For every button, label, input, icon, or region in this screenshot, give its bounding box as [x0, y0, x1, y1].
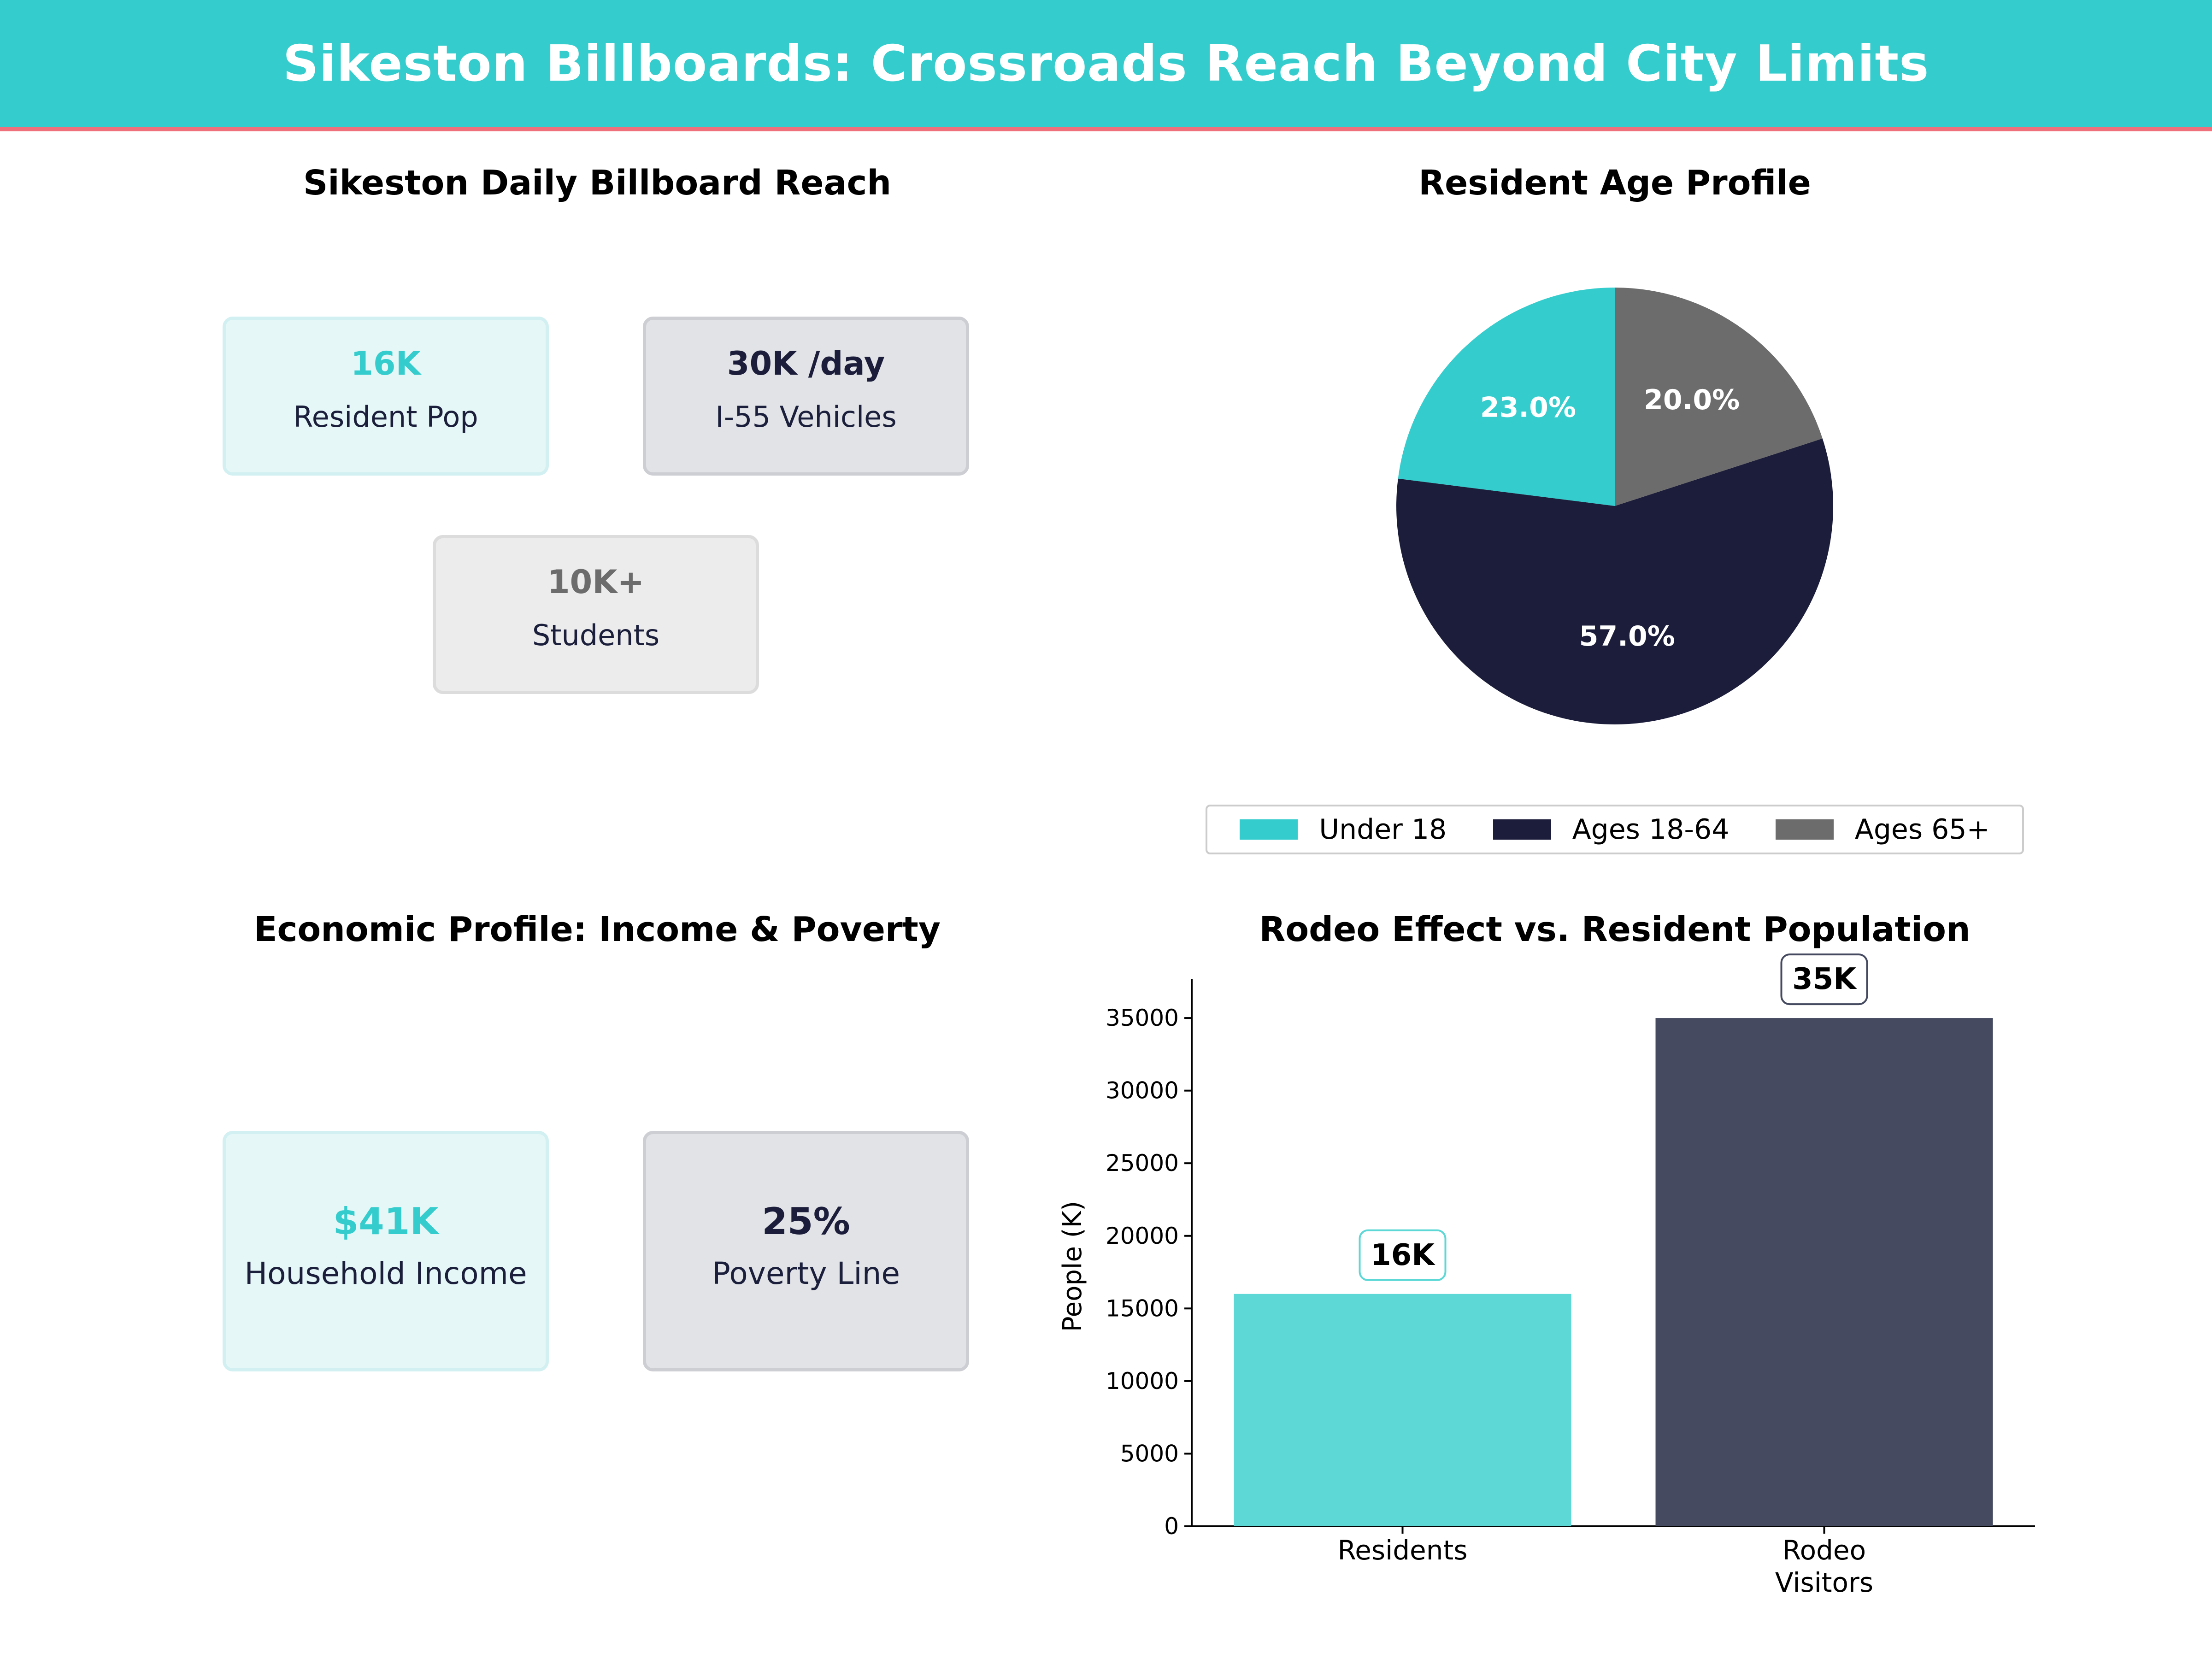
legend-swatch — [1775, 819, 1834, 840]
y-tick-label: 20000 — [1106, 1223, 1179, 1249]
kpi-card-household-income: $41K Household Income — [223, 1131, 549, 1371]
pie-slice-label: 20.0% — [1644, 384, 1740, 416]
legend-swatch — [1493, 819, 1551, 840]
kpi-card-students: 10K+ Students — [433, 535, 759, 694]
value-label-box — [1359, 1229, 1447, 1281]
reach-panel-title: Sikeston Daily Billboard Reach — [303, 163, 891, 203]
legend-item-ages-65-plus: Ages 65+ — [1775, 813, 1990, 846]
value-label-box — [1780, 953, 1868, 1006]
pie-legend: Under 18 Ages 18-64 Ages 65+ — [1206, 805, 2024, 854]
kpi-value: 10K+ — [547, 563, 645, 601]
pie-slice-ages-65- — [1615, 288, 1823, 506]
legend-label: Ages 65+ — [1854, 813, 1990, 846]
header-accent-line — [0, 127, 2212, 131]
economic-panel-title: Economic Profile: Income & Poverty — [253, 910, 941, 949]
kpi-label: I-55 Vehicles — [715, 400, 897, 434]
header-banner: Sikeston Billboards: Crossroads Reach Be… — [0, 0, 2212, 127]
x-tick-label: Rodeo Visitors — [1775, 1535, 1873, 1598]
kpi-label: Poverty Line — [712, 1256, 900, 1291]
pie-chart-title: Resident Age Profile — [1418, 163, 1811, 203]
pie-slice-under-18 — [1398, 288, 1615, 506]
y-tick-label: 15000 — [1106, 1295, 1179, 1322]
y-tick-label: 10000 — [1106, 1368, 1179, 1394]
kpi-card-poverty-line: 25% Poverty Line — [643, 1131, 969, 1371]
kpi-value: 16K — [351, 345, 421, 382]
y-tick-label: 25000 — [1106, 1150, 1179, 1177]
kpi-label: Resident Pop — [293, 400, 478, 434]
kpi-value: 30K /day — [727, 345, 885, 382]
y-tick-label: 5000 — [1120, 1440, 1179, 1467]
legend-item-under-18: Under 18 — [1240, 813, 1447, 846]
legend-swatch — [1240, 819, 1298, 840]
pie-slice-label: 23.0% — [1480, 392, 1576, 424]
y-tick-label: 0 — [1164, 1513, 1179, 1540]
kpi-label: Students — [532, 618, 660, 652]
y-tick-label: 35000 — [1106, 1005, 1179, 1031]
bar-chart-title: Rodeo Effect vs. Resident Population — [1259, 910, 1971, 949]
y-axis-label: People (K) — [1058, 1201, 1088, 1332]
legend-label: Ages 18-64 — [1572, 813, 1730, 846]
kpi-label: Household Income — [244, 1256, 527, 1291]
bar-value-label: 35K — [1792, 962, 1857, 996]
bar-residents — [1234, 1294, 1571, 1526]
y-tick-label: 30000 — [1106, 1077, 1179, 1104]
legend-label: Under 18 — [1319, 813, 1447, 846]
pie-slice-label: 57.0% — [1579, 620, 1675, 653]
kpi-card-i55-vehicles: 30K /day I-55 Vehicles — [643, 317, 969, 476]
pie-slice-ages-18-64 — [1396, 438, 1833, 725]
bar-rodeo-visitors — [1655, 1018, 1993, 1526]
x-tick-label: Residents — [1338, 1535, 1468, 1566]
bar-value-label: 16K — [1371, 1238, 1435, 1272]
kpi-value: 25% — [762, 1200, 850, 1243]
kpi-card-resident-pop: 16K Resident Pop — [223, 317, 549, 476]
legend-item-ages-18-64: Ages 18-64 — [1493, 813, 1730, 846]
kpi-value: $41K — [333, 1200, 439, 1243]
page-title: Sikeston Billboards: Crossroads Reach Be… — [282, 35, 1930, 93]
